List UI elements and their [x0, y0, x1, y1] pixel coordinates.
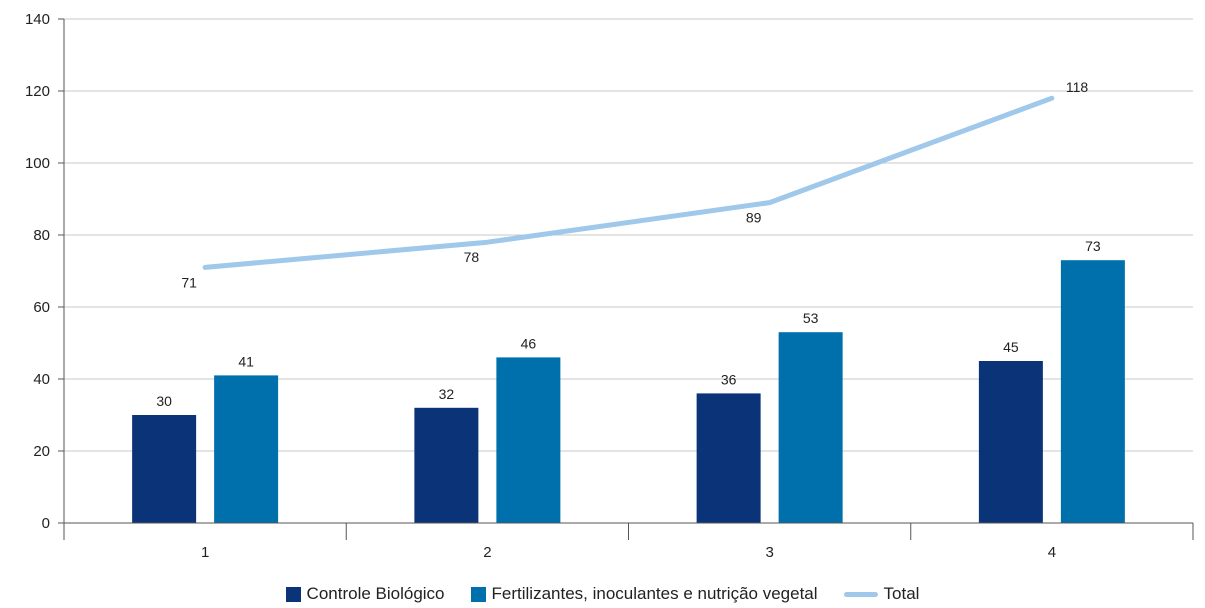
- x-tick-label: 2: [483, 544, 491, 561]
- y-tick-label: 140: [25, 11, 50, 28]
- bar-value-label: 30: [156, 393, 172, 409]
- total-value-label: 89: [746, 210, 762, 226]
- y-tick-label: 0: [42, 515, 50, 532]
- y-tick-label: 100: [25, 155, 50, 172]
- legend-item-controle: Controle Biológico: [285, 584, 445, 604]
- legend-item-fertilizantes: Fertilizantes, inoculantes e nutrição ve…: [470, 584, 818, 604]
- y-axis-ticks: 0 20 40 60 80 100 120 140: [25, 11, 64, 532]
- bar-controle: [696, 393, 761, 523]
- y-tick-label: 120: [25, 83, 50, 100]
- legend-item-total: Total: [843, 584, 920, 604]
- bar-controle: [978, 361, 1043, 523]
- y-tick-label: 40: [33, 371, 50, 388]
- total-value-label: 71: [181, 274, 197, 290]
- legend-swatch-total: [843, 591, 878, 597]
- total-value-label: 78: [464, 249, 480, 265]
- x-tick-label: 1: [201, 544, 209, 561]
- x-tick-label: 3: [765, 544, 773, 561]
- y-tick-label: 20: [33, 443, 50, 460]
- bar-fertilizantes: [496, 357, 561, 523]
- bar-value-label: 41: [238, 353, 254, 369]
- total-line: [202, 95, 1055, 270]
- bars: [132, 260, 1125, 523]
- y-tick-label: 60: [33, 299, 50, 316]
- total-value-label: 118: [1066, 79, 1089, 95]
- legend-swatch-controle: [285, 586, 301, 602]
- bar-value-label: 46: [521, 335, 537, 351]
- x-tick-label: 4: [1048, 544, 1056, 561]
- legend-label-total: Total: [883, 584, 920, 603]
- legend-swatch-fertilizantes: [470, 586, 486, 602]
- bar-value-label: 45: [1003, 339, 1019, 355]
- bar-controle: [132, 415, 197, 523]
- bar-value-label: 53: [803, 310, 819, 326]
- legend-label-fertilizantes: Fertilizantes, inoculantes e nutrição ve…: [491, 584, 818, 603]
- legend-label-controle: Controle Biológico: [306, 584, 445, 603]
- bar-controle: [414, 407, 479, 523]
- y-tick-label: 80: [33, 227, 50, 244]
- bar-value-label: 36: [721, 371, 737, 387]
- bar-value-label: 32: [439, 386, 455, 402]
- total-line-group: [202, 95, 1055, 270]
- bar-fertilizantes: [778, 332, 843, 523]
- data-labels: 30 32 36 45 41 46 53 73 71 78 89 118: [156, 79, 1101, 409]
- bar-value-label: 73: [1085, 238, 1101, 254]
- bar-fertilizantes: [1060, 260, 1125, 523]
- x-axis-ticks: 1 2 3 4: [63, 523, 1194, 561]
- legend: Controle Biológico Fertilizantes, inocul…: [0, 584, 1205, 604]
- bar-fertilizantes: [214, 375, 279, 523]
